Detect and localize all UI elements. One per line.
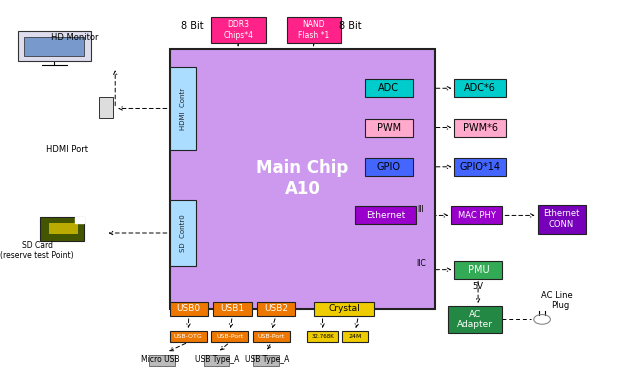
FancyBboxPatch shape xyxy=(149,355,175,366)
FancyBboxPatch shape xyxy=(314,302,374,316)
Text: USB Type_A: USB Type_A xyxy=(245,355,290,364)
FancyBboxPatch shape xyxy=(170,49,435,309)
FancyBboxPatch shape xyxy=(170,331,207,342)
FancyBboxPatch shape xyxy=(49,223,78,234)
Text: HD Monitor: HD Monitor xyxy=(51,33,99,42)
FancyBboxPatch shape xyxy=(454,119,506,137)
FancyBboxPatch shape xyxy=(211,331,248,342)
FancyBboxPatch shape xyxy=(365,79,413,97)
FancyBboxPatch shape xyxy=(451,206,502,224)
Text: Ethernet: Ethernet xyxy=(366,211,405,220)
Text: NAND
Flash *1: NAND Flash *1 xyxy=(298,20,330,40)
Text: USB2: USB2 xyxy=(264,304,288,313)
FancyBboxPatch shape xyxy=(454,79,506,97)
Text: Micro USB: Micro USB xyxy=(141,355,179,364)
FancyBboxPatch shape xyxy=(170,302,208,316)
Text: 8 Bit: 8 Bit xyxy=(339,21,362,31)
FancyBboxPatch shape xyxy=(454,261,502,279)
Text: USB-Port: USB-Port xyxy=(258,334,285,339)
FancyBboxPatch shape xyxy=(99,97,113,118)
Text: HDMI Port: HDMI Port xyxy=(46,145,88,154)
FancyBboxPatch shape xyxy=(204,355,229,366)
Text: DDR3
Chips*4: DDR3 Chips*4 xyxy=(223,20,253,40)
Text: ADC: ADC xyxy=(378,83,399,93)
Text: PWM*6: PWM*6 xyxy=(463,123,497,132)
FancyBboxPatch shape xyxy=(448,306,502,333)
FancyBboxPatch shape xyxy=(253,331,290,342)
FancyBboxPatch shape xyxy=(211,17,266,43)
Text: USB Type_A: USB Type_A xyxy=(195,355,240,364)
FancyBboxPatch shape xyxy=(342,331,368,342)
FancyBboxPatch shape xyxy=(24,37,84,56)
Text: SD  Contr0: SD Contr0 xyxy=(180,214,186,252)
FancyBboxPatch shape xyxy=(365,119,413,137)
Text: 24M: 24M xyxy=(349,334,362,339)
Text: 32.768K: 32.768K xyxy=(311,334,334,339)
Text: SD Card
(reserve test Point): SD Card (reserve test Point) xyxy=(0,241,74,260)
Text: Ethernet
CONN: Ethernet CONN xyxy=(543,209,580,229)
FancyBboxPatch shape xyxy=(257,302,295,316)
FancyBboxPatch shape xyxy=(170,200,196,266)
Text: PWM: PWM xyxy=(377,123,401,132)
Text: MAC PHY: MAC PHY xyxy=(458,211,496,220)
Text: USB1: USB1 xyxy=(220,304,244,313)
Text: 5V: 5V xyxy=(472,282,484,291)
FancyBboxPatch shape xyxy=(355,206,416,224)
Text: USB-Port: USB-Port xyxy=(216,334,243,339)
FancyBboxPatch shape xyxy=(213,302,252,316)
Text: PMU: PMU xyxy=(468,265,489,275)
FancyBboxPatch shape xyxy=(170,67,196,150)
Text: Crystal: Crystal xyxy=(328,304,360,313)
Text: AC
Adapter: AC Adapter xyxy=(457,310,493,329)
Text: Plug: Plug xyxy=(551,301,569,310)
Text: Main Chip
A10: Main Chip A10 xyxy=(256,159,349,198)
Text: 8 Bit: 8 Bit xyxy=(180,21,204,31)
Text: USB-OTG: USB-OTG xyxy=(174,334,202,339)
Text: III: III xyxy=(418,205,424,214)
FancyBboxPatch shape xyxy=(253,355,279,366)
Text: GPIO*14: GPIO*14 xyxy=(460,162,500,172)
FancyBboxPatch shape xyxy=(18,31,91,61)
Text: ADC*6: ADC*6 xyxy=(464,83,496,93)
Text: HDMI  Contr: HDMI Contr xyxy=(180,88,186,129)
FancyBboxPatch shape xyxy=(307,331,338,342)
FancyBboxPatch shape xyxy=(365,158,413,176)
Text: GPIO: GPIO xyxy=(377,162,401,172)
FancyBboxPatch shape xyxy=(40,217,84,241)
FancyBboxPatch shape xyxy=(454,158,506,176)
Text: USB0: USB0 xyxy=(177,304,201,313)
Text: AC Line: AC Line xyxy=(541,291,573,300)
FancyBboxPatch shape xyxy=(538,205,586,234)
Polygon shape xyxy=(75,217,84,223)
Text: IIC: IIC xyxy=(416,259,426,268)
FancyBboxPatch shape xyxy=(287,17,341,43)
